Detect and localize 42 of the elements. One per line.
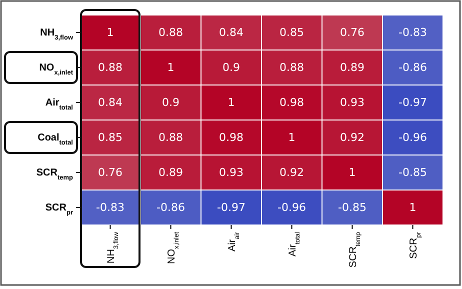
data-label: -0.96: [398, 131, 427, 144]
data-label: -0.97: [398, 96, 427, 109]
y-tick-label: SCR$_{pr}$: [45, 202, 74, 216]
data-label: 0.76: [98, 166, 122, 179]
data-label: 1: [409, 201, 416, 214]
data-label: 0.85: [98, 131, 122, 144]
data-label: 0.92: [340, 131, 364, 144]
data-label: -0.85: [338, 201, 366, 214]
data-label: 0.88: [98, 61, 122, 74]
data-label: 0.93: [340, 96, 364, 109]
data-label: 0.89: [158, 166, 183, 179]
data-label: -0.83: [96, 201, 124, 214]
data-label: 0.88: [280, 61, 304, 74]
data-label: 0.88: [158, 131, 183, 144]
data-label: 1: [228, 96, 235, 109]
data-label: -0.96: [278, 201, 306, 214]
data-label: 0.98: [219, 131, 244, 144]
y-tick-label: NH$_{3,flow}$: [40, 28, 74, 42]
y-tick-label: Air$_{total}$: [45, 98, 74, 112]
data-label: 0.89: [340, 61, 364, 74]
y-tick-label: NO$_{x,inlet}$: [39, 62, 74, 76]
data-label: 0.9: [222, 61, 240, 74]
data-label: -0.97: [217, 201, 246, 214]
y-tick-label: SCR$_{temp}$: [36, 168, 74, 182]
y-tick-label: Coal$_{total}$: [38, 132, 74, 146]
data-label: -0.85: [398, 166, 427, 179]
data-label: 0.9: [162, 96, 180, 109]
data-label: 0.93: [219, 166, 244, 179]
data-label: -0.86: [398, 61, 427, 74]
data-label: 0.84: [219, 26, 244, 39]
data-label: 0.85: [280, 26, 304, 39]
data-label: -0.83: [398, 26, 427, 39]
data-label: 0.88: [158, 26, 183, 39]
data-label: 1: [167, 61, 174, 74]
data-label: 0.92: [280, 166, 304, 179]
data-label: -0.86: [156, 201, 185, 214]
data-label: 0.76: [340, 26, 364, 39]
data-label: 1: [106, 26, 114, 39]
data-label: 1: [288, 131, 296, 144]
data-label: 0.98: [280, 96, 304, 109]
data-label: 1: [348, 166, 356, 179]
data-label: 0.84: [98, 96, 122, 109]
